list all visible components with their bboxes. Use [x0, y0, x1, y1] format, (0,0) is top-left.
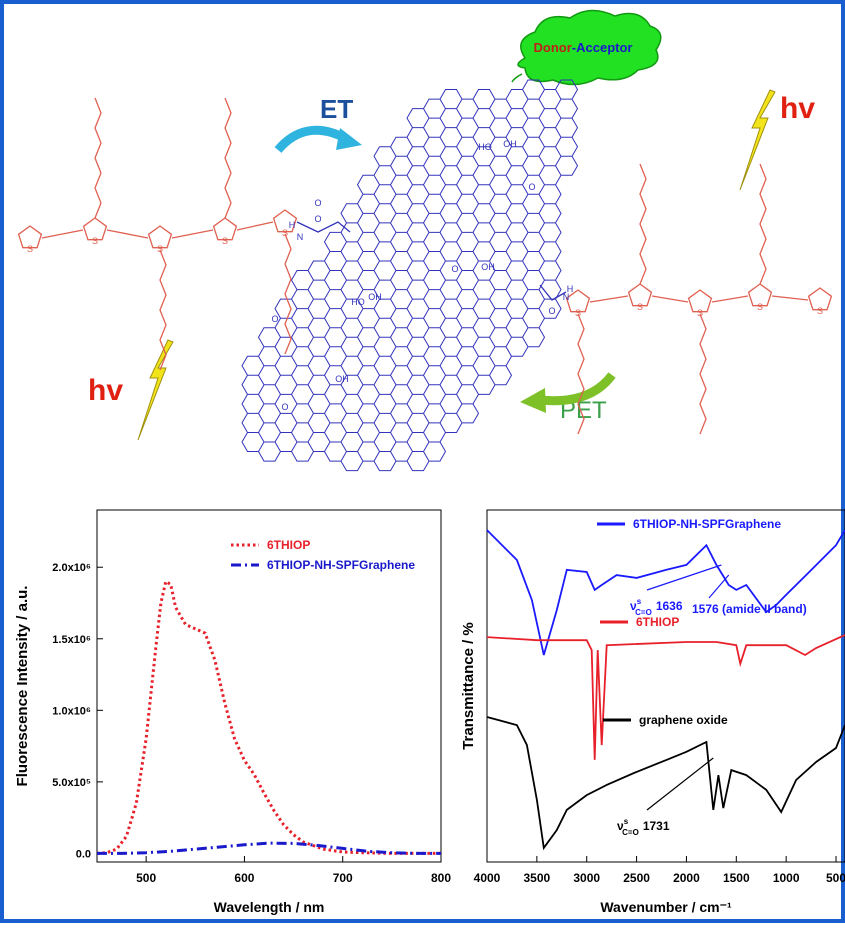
atom-label: OH — [481, 262, 495, 272]
hv-right: hv — [780, 92, 815, 125]
annotation-sup: s — [637, 597, 642, 606]
x-tick-label: 3500 — [524, 871, 551, 885]
atom-label: N — [297, 232, 304, 242]
x-tick-label: 3000 — [573, 871, 600, 885]
atom-label: S — [92, 236, 98, 246]
legend-label: 6THIOP — [636, 615, 679, 629]
atom-label: S — [817, 306, 823, 316]
x-tick-label: 500 — [826, 871, 845, 885]
figure: Donor-Acceptor ET PET hv hv HOOHOOOHHOOH… — [0, 0, 845, 923]
y-axis-label: Transmittance / % — [460, 622, 477, 750]
donor: Donor — [534, 40, 572, 55]
legend-label: 6THIOP — [267, 538, 310, 552]
y-tick-label: 5.0x10⁵ — [52, 777, 91, 789]
x-tick-label: 4000 — [474, 871, 501, 885]
atom-label: OH — [335, 374, 349, 384]
et-label: ET — [320, 94, 353, 124]
atom-label: H — [289, 220, 296, 230]
atom-label: S — [575, 308, 581, 318]
atom-label: O — [314, 214, 321, 224]
atom-label: O — [281, 402, 288, 412]
legend-label: 6THIOP-NH-SPFGraphene — [267, 558, 415, 572]
annotation: 1576 (amide II band) — [692, 602, 807, 616]
acceptor: -Acceptor — [572, 40, 633, 55]
y-tick-label: 0.0 — [76, 848, 91, 860]
x-tick-label: 2500 — [623, 871, 650, 885]
atom-label: HO — [351, 297, 365, 307]
atom-label: O — [548, 306, 555, 316]
x-axis-label: Wavenumber / cm⁻¹ — [600, 899, 732, 915]
x-tick-label: 2000 — [673, 871, 700, 885]
atom-label: S — [157, 244, 163, 254]
x-tick-label: 600 — [234, 871, 254, 885]
atom-label: O — [528, 182, 535, 192]
annotation-text: 1731 — [643, 819, 670, 833]
annotation-text: 1576 (amide II band) — [692, 602, 807, 616]
annotation-sub: C=O — [635, 608, 652, 617]
atom-label: HO — [478, 142, 492, 152]
atom-label: OH — [503, 139, 517, 149]
y-tick-label: 2.0x10⁶ — [52, 562, 91, 574]
x-tick-label: 500 — [136, 871, 156, 885]
atom-label: S — [222, 236, 228, 246]
annotation-text: 1636 — [656, 599, 683, 613]
y-tick-label: 1.0x10⁶ — [52, 705, 91, 717]
y-tick-label: 1.5x10⁶ — [52, 634, 91, 646]
legend-label: 6THIOP-NH-SPFGraphene — [633, 517, 781, 531]
atom-label: N — [563, 292, 570, 302]
annotation-sub: C=O — [622, 828, 639, 837]
hv-left: hv — [88, 374, 123, 407]
atom-label: S — [757, 302, 763, 312]
atom-label: O — [314, 198, 321, 208]
x-tick-label: 800 — [431, 871, 451, 885]
atom-label: O — [271, 314, 278, 324]
legend-label: graphene oxide — [639, 713, 728, 727]
atom-label: S — [282, 228, 288, 238]
x-tick-label: 1500 — [723, 871, 750, 885]
y-axis-label: Fluorescence Intensity / a.u. — [14, 586, 31, 787]
atom-label: O — [451, 264, 458, 274]
atom-label: OH — [368, 292, 382, 302]
atom-label: S — [27, 244, 33, 254]
x-tick-label: 1000 — [773, 871, 800, 885]
x-tick-label: 700 — [333, 871, 353, 885]
page: Donor-Acceptor ET PET hv hv HOOHOOOHHOOH… — [0, 0, 845, 923]
annotation-sup: s — [624, 817, 629, 826]
x-axis-label: Wavelength / nm — [214, 899, 325, 915]
atom-label: S — [697, 308, 703, 318]
cloud-label: Donor-Acceptor — [534, 40, 633, 55]
atom-label: S — [637, 302, 643, 312]
